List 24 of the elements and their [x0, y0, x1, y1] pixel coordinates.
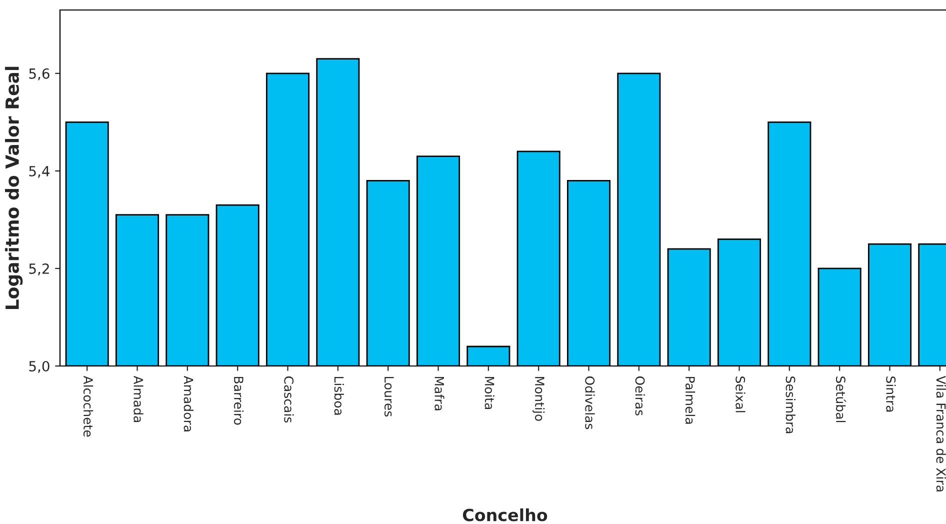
x-tick-label: Mafra — [434, 376, 444, 410]
x-tick-label: Montijo — [532, 376, 545, 421]
x-tick-label: Palmela — [685, 376, 696, 424]
x-tick-label: Vila Franca de Xira — [936, 376, 946, 492]
x-tick-label: Sintra — [886, 376, 896, 412]
x-tick-label: Setúbal — [836, 376, 846, 422]
x-tick-label: Seixal — [736, 376, 746, 412]
x-tick-label: Lisboa — [334, 376, 344, 415]
x-tick-label: Moita — [484, 376, 494, 410]
x-tick-label: Oeiras — [635, 376, 645, 416]
x-tick-label: Odivelas — [585, 376, 595, 430]
y-tick-label: 5,6 — [29, 68, 50, 80]
x-axis-title: Concelho — [462, 508, 548, 522]
x-tick-label: Almada — [134, 376, 144, 422]
y-tick-label: 5,4 — [29, 166, 50, 178]
x-tick-label: Amadora — [184, 376, 194, 432]
x-tick-label: Barreiro — [234, 376, 244, 425]
y-tick-label: 5,0 — [29, 360, 50, 373]
y-tick-label: 5,2 — [29, 263, 49, 276]
x-tick-label: Sesimbra — [786, 376, 796, 434]
x-tick-label: Alcochete — [83, 376, 94, 437]
y-axis-title: Logaritmo do Valor Real — [5, 66, 23, 310]
x-tick-label: Loures — [384, 376, 394, 416]
x-tick-label: Cascais — [284, 376, 294, 423]
